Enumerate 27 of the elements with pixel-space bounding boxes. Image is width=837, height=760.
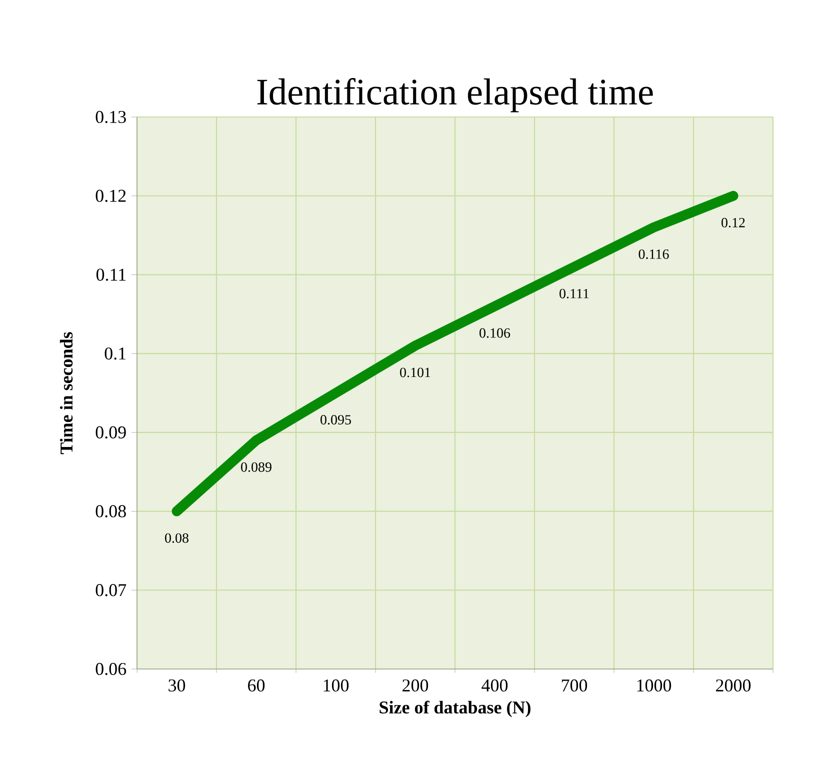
y-tick-label: 0.06 [96, 662, 126, 676]
x-tick-label: 100 [324, 679, 349, 692]
y-tick-label: 0.1 [104, 347, 126, 360]
x-tick-label: 60 [248, 679, 265, 692]
data-label: 0.116 [638, 249, 669, 259]
y-tick-label: 0.13 [96, 110, 126, 124]
data-label: 0.089 [241, 462, 272, 472]
y-tick-label: 0.09 [96, 426, 126, 439]
y-tick-label: 0.08 [96, 505, 126, 518]
x-tick-label: 1000 [637, 679, 672, 692]
data-label: 0.101 [400, 368, 430, 378]
y-tick-label: 0.11 [96, 268, 126, 281]
data-label: 0.106 [480, 328, 510, 338]
x-axis-title: Size of database (N) [380, 700, 530, 718]
chart-title: Identification elapsed time [257, 78, 653, 112]
y-axis-title: Time in seconds [60, 332, 73, 454]
data-label: 0.095 [320, 415, 351, 425]
x-tick-label: 2000 [716, 679, 751, 692]
y-tick-label: 0.07 [96, 584, 126, 596]
x-tick-label: 200 [402, 679, 428, 692]
data-label: 0.12 [722, 218, 745, 228]
data-label: 0.08 [165, 533, 188, 543]
x-tick-label: 30 [168, 679, 186, 692]
data-label: 0.111 [560, 288, 589, 298]
y-tick-label: 0.12 [96, 190, 126, 202]
x-tick-label: 400 [482, 679, 508, 692]
x-tick-label: 700 [562, 679, 588, 692]
